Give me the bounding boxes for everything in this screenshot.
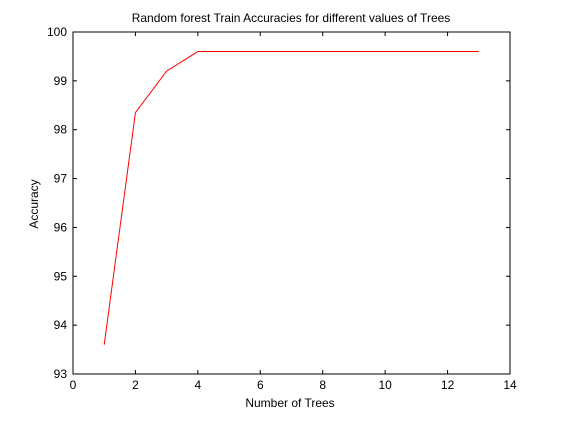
series-layer	[103, 51, 479, 345]
y-tick-label: 95	[54, 269, 68, 283]
y-tick-label: 98	[54, 123, 68, 137]
x-tick-label: 2	[132, 378, 139, 392]
x-axis-label: Number of Trees	[245, 396, 334, 410]
y-tick-label: 100	[47, 25, 67, 39]
x-tick-label: 14	[503, 378, 517, 392]
plot-area	[72, 31, 511, 375]
y-tick-label: 96	[54, 220, 68, 234]
y-tick-label: 93	[54, 367, 68, 381]
x-axis: 0 2 4 6 8 10 12 14	[70, 32, 517, 392]
x-tick-label: 0	[70, 378, 77, 392]
y-axis-label: Accuracy	[27, 179, 41, 228]
chart-title: Random forest Train Accuracies for diffe…	[132, 11, 451, 25]
x-tick-label: 10	[378, 378, 392, 392]
y-tick-label: 94	[54, 318, 68, 332]
y-axis: 93 94 95 96 97 98 99 100	[47, 25, 510, 381]
x-tick-label: 12	[441, 378, 455, 392]
x-tick-label: 4	[195, 378, 202, 392]
x-tick-label: 6	[257, 378, 264, 392]
y-tick-label: 99	[54, 74, 68, 88]
x-tick-label: 8	[319, 378, 326, 392]
y-tick-label: 97	[54, 172, 68, 186]
series-line	[103, 51, 479, 345]
